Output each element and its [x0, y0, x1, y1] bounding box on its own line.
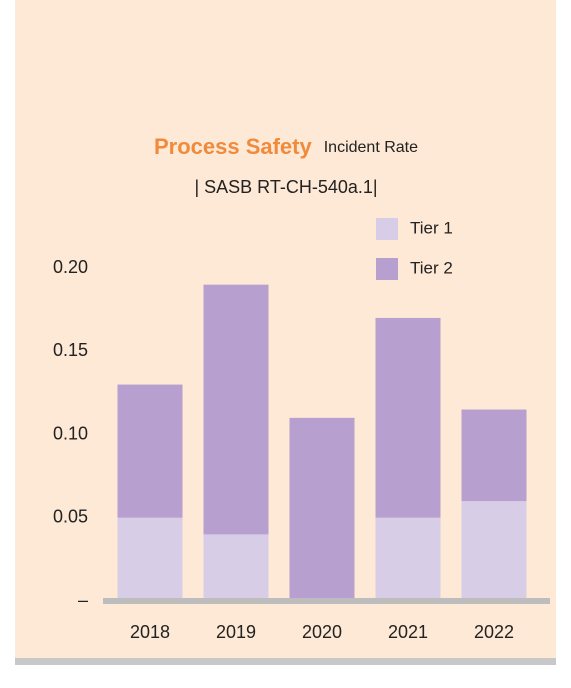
x-tick-label: 2021 [388, 622, 428, 642]
legend-swatch [376, 258, 398, 280]
chart-subtitle: | SASB RT-CH-540a.1| [194, 177, 377, 197]
y-tick-label: 0.05 [53, 507, 88, 527]
bar-segment [375, 317, 441, 518]
bar-segment [117, 384, 183, 518]
y-tick-label: 0.15 [53, 340, 88, 360]
title-line: Process Safety Incident Rate [154, 134, 418, 159]
baseline [103, 598, 550, 604]
bottom-rule [15, 658, 556, 665]
bar-segment [461, 409, 527, 502]
x-tick-label: 2019 [216, 622, 256, 642]
y-tick-label: 0.10 [53, 423, 88, 443]
bar-segment [117, 517, 183, 601]
bar-segment [375, 517, 441, 601]
y-tick-label: – [78, 590, 88, 610]
x-tick-label: 2018 [130, 622, 170, 642]
chart-title: Process Safety [154, 134, 313, 159]
legend-label: Tier 2 [410, 258, 453, 277]
x-tick-label: 2020 [302, 622, 342, 642]
bar-segment [289, 417, 355, 601]
unit: Incident Rate [324, 139, 418, 156]
legend-swatch [376, 218, 398, 240]
legend-label: Tier 1 [410, 218, 453, 237]
bar-segment [461, 501, 527, 601]
bar-segment [203, 534, 269, 601]
y-tick-label: 0.20 [53, 257, 88, 277]
x-tick-label: 2022 [474, 622, 514, 642]
bar-segment [203, 284, 269, 535]
